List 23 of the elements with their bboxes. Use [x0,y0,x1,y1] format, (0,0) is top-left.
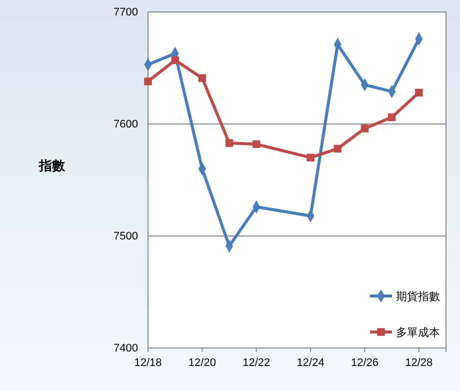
point [198,74,206,82]
point [388,113,396,122]
x-tick-label: 12/22 [242,356,270,369]
legend-label: 期貨指數 [396,290,440,303]
point [334,144,342,153]
x-tick-label: 12/18 [134,356,162,369]
y-axis-title: 指數 [38,159,66,174]
y-tick-label: 7700 [114,6,138,19]
y-tick-label: 7500 [114,230,138,243]
x-tick-label: 12/26 [350,356,378,369]
point [415,88,423,97]
y-tick-label: 7600 [114,118,138,131]
y-tick-label: 7400 [114,342,138,355]
x-tick-label: 12/20 [188,356,216,369]
point [252,140,260,148]
x-tick-label: 12/28 [405,356,433,369]
point [144,78,152,86]
point [360,124,369,132]
point [225,139,234,147]
legend-label: 多單成本 [396,326,440,339]
point [171,56,179,64]
point [306,154,314,162]
x-tick-label: 12/24 [296,356,324,369]
